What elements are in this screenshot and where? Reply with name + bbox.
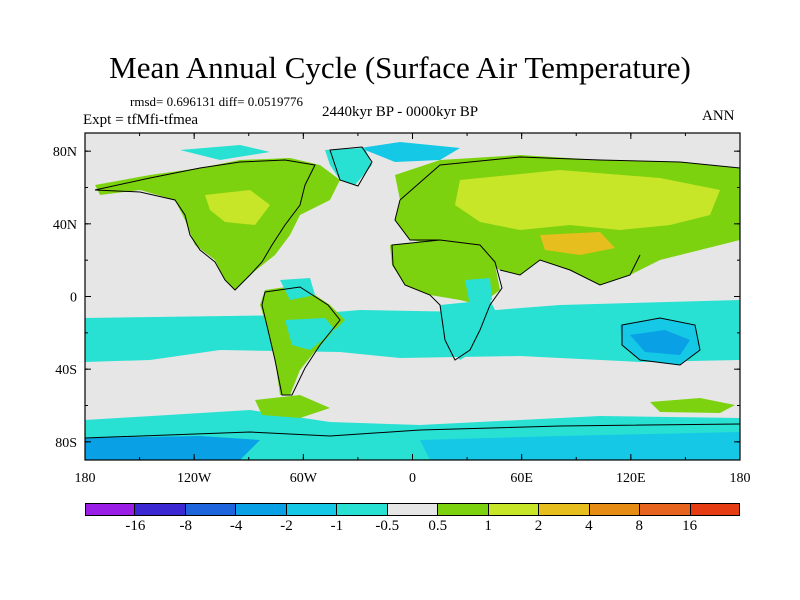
green-patch-south-east [650, 398, 735, 413]
axis-ticks [84, 133, 741, 460]
eurasia-yellow [455, 170, 720, 230]
tropical-cyan-1 [280, 278, 315, 300]
colorbar-label: 0.5 [428, 518, 448, 534]
colorbar-label: -0.5 [375, 518, 400, 534]
australia-blue [630, 330, 690, 355]
antarctic-deep-east [420, 432, 740, 460]
stats-label: rmsd= 0.696131 diff= 0.0519776 [130, 94, 303, 109]
colorbar-label: 4 [585, 518, 593, 534]
lat-tick-label: 40N [53, 218, 77, 233]
lat-tick-label: 40S [55, 363, 77, 378]
colorbar-segment [438, 503, 489, 516]
lon-tick-label: 60W [290, 471, 318, 486]
lon-tick-label: 180 [730, 471, 751, 486]
south-america-cyan [285, 318, 335, 350]
colorbar-label: 8 [635, 518, 643, 534]
antarctic-deep [85, 436, 260, 460]
colorbar-segment [135, 503, 186, 516]
lon-tick-label: 120E [616, 471, 646, 486]
colorbar-segment [387, 503, 439, 516]
tropical-cyan-2 [465, 278, 492, 305]
north-america-green [95, 158, 340, 290]
colorbar-segment [185, 503, 237, 516]
greenland-cyan [325, 148, 372, 185]
tibet-orange [540, 232, 615, 255]
experiment-label: Expt = tfMfi-tfmea [83, 112, 199, 128]
season-label: ANN [702, 108, 735, 124]
lat-tick-label: 80S [55, 436, 77, 451]
colorbar-segment [539, 503, 590, 516]
lat-tick-label: 0 [70, 291, 77, 306]
southern-ocean-band [85, 300, 740, 362]
colorbar-segment [236, 503, 287, 516]
colorbar-segment [337, 503, 388, 516]
arctic-cyan-west [180, 145, 270, 160]
lat-tick-label: 80N [53, 145, 77, 160]
colorbar [85, 503, 741, 516]
colorbar-label: 2 [534, 518, 543, 534]
green-patch-south [255, 395, 330, 418]
colorbar-label: -4 [229, 518, 243, 534]
colorbar-label: -1 [330, 518, 344, 534]
anomaly-fields [85, 142, 740, 460]
colorbar-label: -8 [179, 518, 193, 534]
arctic-cyan [360, 142, 460, 162]
lon-tick-label: 120W [177, 471, 212, 486]
colorbar-segment [690, 503, 741, 516]
colorbar-segment [640, 503, 691, 516]
africa-cyan [440, 300, 500, 360]
north-america-yellow [205, 190, 270, 225]
period-label: 2440kyr BP - 0000kyr BP [322, 104, 479, 120]
lon-tick-label: 60E [510, 471, 533, 486]
colorbar-label: -2 [280, 518, 293, 534]
coastlines [85, 146, 740, 439]
colorbar-segment [589, 503, 641, 516]
colorbar-segment [488, 503, 540, 516]
colorbar-segment [85, 503, 136, 516]
colorbar-segment [286, 503, 338, 516]
colorbar-label: 1 [484, 518, 492, 534]
lon-tick-label: 180 [75, 471, 96, 486]
lat-labels: 80N 40N 0 40S 80S [53, 145, 77, 451]
figure-title: Mean Annual Cycle (Surface Air Temperatu… [109, 50, 691, 85]
lon-tick-label: 0 [409, 471, 416, 486]
lon-labels: 180 120W 60W 0 60E 120E 180 [75, 471, 751, 486]
colorbar-label: 16 [682, 518, 698, 534]
colorbar-label: -16 [125, 518, 146, 534]
